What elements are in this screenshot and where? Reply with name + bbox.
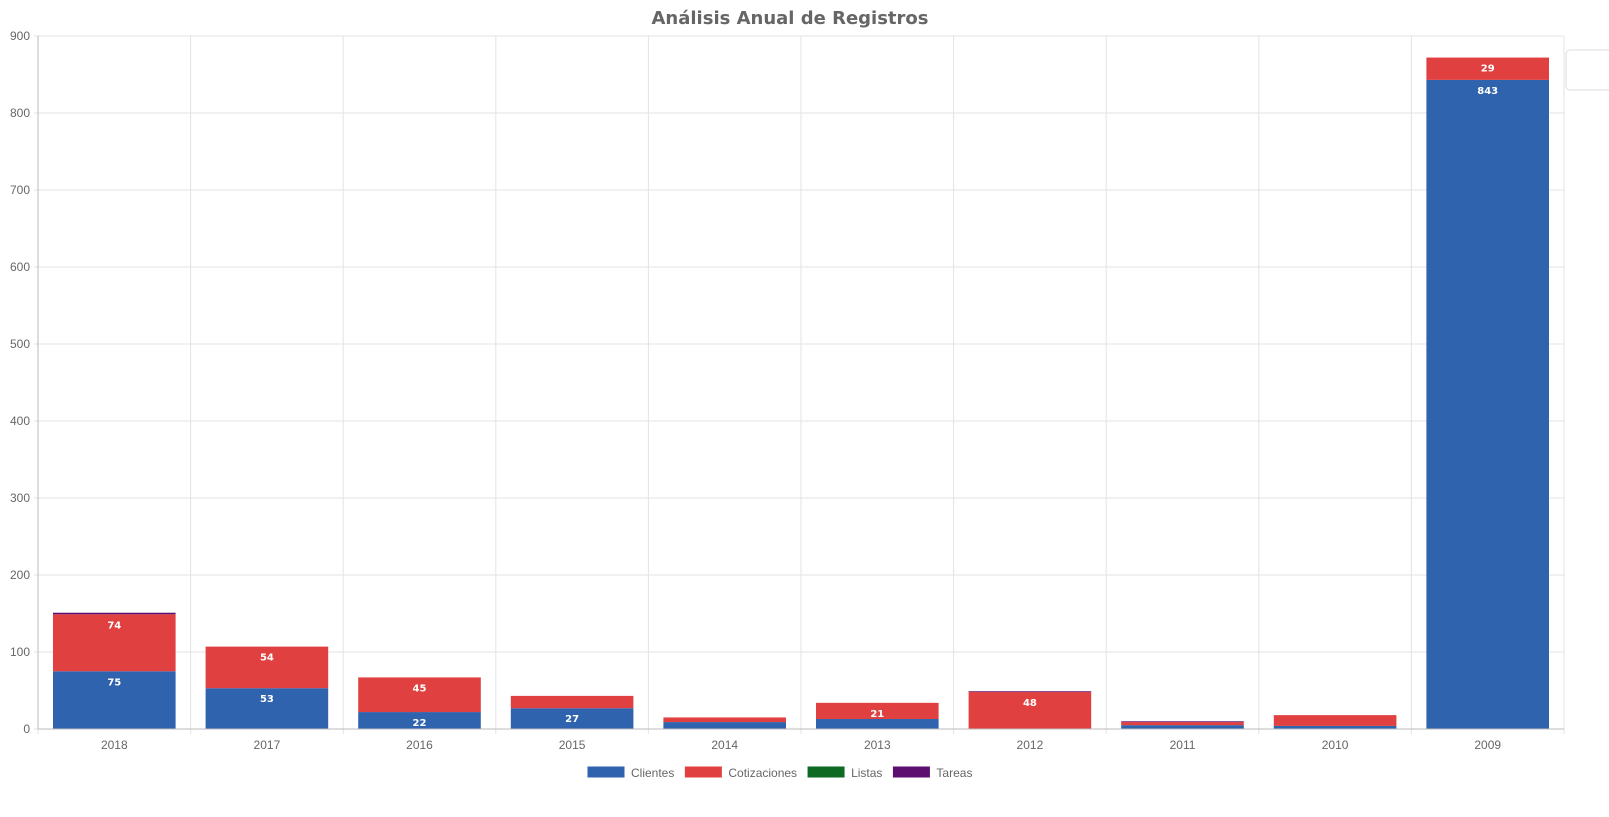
legend-label: Clientes [631, 766, 674, 780]
legend-swatch [891, 765, 931, 779]
y-tick-label: 900 [10, 29, 30, 43]
x-tick-label: 2016 [406, 738, 433, 752]
data-label: 75 [107, 677, 121, 688]
y-tick-label: 100 [10, 645, 30, 659]
y-tick-label: 0 [23, 722, 30, 736]
bar-tareas-2011 [1121, 721, 1244, 723]
data-label: 27 [565, 714, 579, 725]
y-tick-label: 500 [10, 337, 30, 351]
x-tick-label: 2012 [1017, 738, 1044, 752]
bar-cotizaciones-2017 [205, 646, 329, 689]
x-tick-label: 2009 [1474, 738, 1501, 752]
bar-cotizaciones-2012 [968, 692, 1092, 729]
bar-cotizaciones-2011 [1121, 722, 1244, 726]
bar-tareas-2018 [53, 612, 176, 615]
bar-clientes-2018 [53, 671, 176, 729]
legend-swatch [683, 765, 723, 779]
x-tick-label: 2015 [559, 738, 586, 752]
legend-label: Listas [851, 766, 882, 780]
bar-tareas-2012 [968, 691, 1092, 693]
legend-label: Cotizaciones [728, 766, 797, 780]
bar-clientes-2017 [205, 688, 329, 729]
data-label: 843 [1477, 86, 1498, 97]
bar-cotizaciones-2013 [816, 702, 939, 719]
bar-clientes-2013 [816, 718, 939, 729]
bar-cotizaciones-2015 [510, 695, 634, 709]
bar-clientes-2009 [1426, 79, 1549, 729]
y-tick-label: 700 [10, 183, 30, 197]
legend-item-tareas[interactable]: Tareas [891, 765, 972, 780]
chart-title: Análisis Anual de Registros [652, 8, 929, 29]
bar-clientes-2014 [663, 722, 786, 729]
legend-swatch [586, 765, 626, 779]
bar-cotizaciones-2018 [53, 614, 176, 672]
data-label: 48 [1023, 698, 1037, 709]
x-tick-label: 2010 [1322, 738, 1349, 752]
tooltip-edge [1565, 49, 1609, 91]
bar-cotizaciones-2010 [1273, 715, 1397, 726]
data-label: 54 [260, 653, 274, 664]
bar-cotizaciones-2009 [1426, 57, 1549, 80]
legend-item-cotizaciones[interactable]: Cotizaciones [683, 765, 797, 780]
x-tick-label: 2014 [711, 738, 738, 752]
bar-clientes-2010 [1273, 725, 1397, 729]
legend-swatch [806, 765, 846, 779]
bar-cotizaciones-2016 [358, 677, 481, 713]
bar-clientes-2016 [358, 712, 481, 729]
y-tick-label: 300 [10, 491, 30, 505]
x-tick-label: 2011 [1170, 738, 1196, 752]
y-tick-label: 400 [10, 414, 30, 428]
bar-clientes-2015 [510, 708, 634, 729]
x-tick-label: 2018 [101, 738, 128, 752]
legend-label: Tareas [936, 766, 972, 780]
y-tick-label: 200 [10, 568, 30, 582]
data-label: 74 [107, 620, 121, 631]
y-tick-label: 800 [10, 106, 30, 120]
legend-item-clientes[interactable]: Clientes [586, 765, 674, 780]
data-label: 22 [413, 718, 427, 729]
data-label: 45 [413, 683, 427, 694]
data-label: 29 [1481, 64, 1495, 75]
bar-cotizaciones-2014 [663, 717, 786, 723]
y-tick-label: 600 [10, 260, 30, 274]
data-label: 21 [870, 709, 884, 720]
x-tick-label: 2013 [864, 738, 891, 752]
bar-clientes-2011 [1121, 725, 1244, 729]
data-label: 53 [260, 694, 274, 705]
legend-item-listas[interactable]: Listas [806, 765, 882, 780]
x-tick-label: 2017 [254, 738, 281, 752]
